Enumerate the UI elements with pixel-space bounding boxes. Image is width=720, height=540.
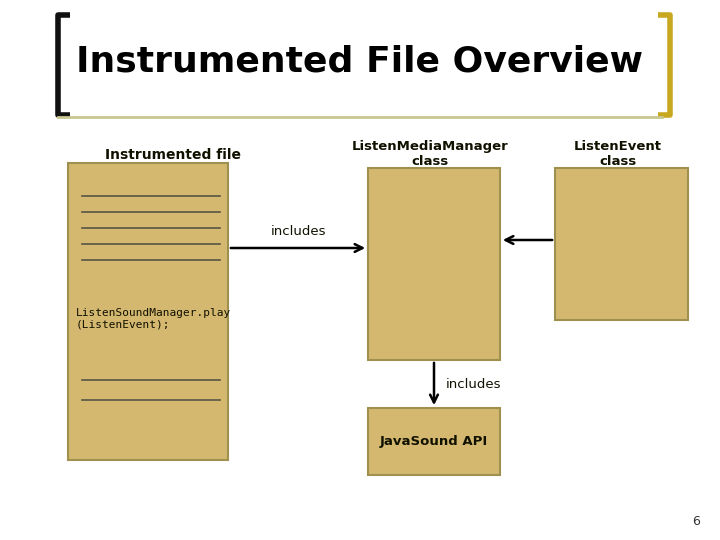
Bar [368,408,500,475]
Text: Instrumented file: Instrumented file [105,148,241,162]
Text: Instrumented File Overview: Instrumented File Overview [76,45,644,79]
Bar [555,168,688,320]
Bar [68,163,228,460]
Text: ListenSoundManager.play
(ListenEvent);: ListenSoundManager.play (ListenEvent); [76,308,231,329]
Text: JavaSound API: JavaSound API [380,435,488,448]
Text: includes: includes [270,225,325,238]
Text: includes: includes [446,377,502,390]
Text: ListenMediaManager
class: ListenMediaManager class [351,140,508,168]
Bar [368,168,500,360]
Text: ListenEvent
class: ListenEvent class [574,140,662,168]
Text: 6: 6 [692,515,700,528]
